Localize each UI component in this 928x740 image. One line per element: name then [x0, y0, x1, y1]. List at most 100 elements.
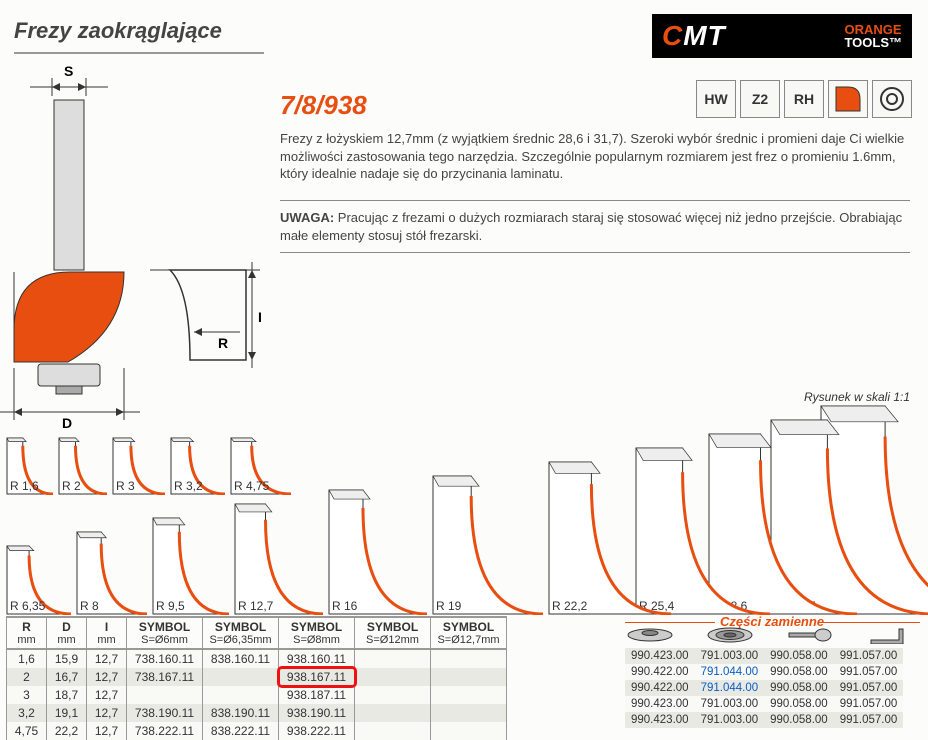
col-header: SYMBOLS=Ø12,7mm	[431, 617, 507, 649]
cell	[431, 722, 507, 740]
chip-profile-icon	[828, 80, 868, 118]
parts-cell: 991.057.00	[834, 712, 904, 728]
washer-icon	[625, 626, 675, 644]
parts-cell: 991.057.00	[834, 648, 904, 664]
title-rule	[14, 52, 264, 54]
cell: 938.222.11	[279, 722, 355, 740]
cell: 15,9	[47, 649, 87, 668]
cell	[355, 668, 431, 686]
parts-cell: 791.003.00	[695, 648, 765, 664]
profile-chip: R 19	[432, 475, 544, 615]
cell: 3,2	[7, 704, 47, 722]
profile-chip: R 3,2	[170, 437, 226, 495]
parts-cell: 990.058.00	[764, 680, 834, 696]
parts-cell: 791.003.00	[695, 712, 765, 728]
parts-cell: 990.422.00	[625, 664, 695, 680]
profile-chip: R 2	[58, 437, 108, 495]
logo-text: CMT	[652, 20, 726, 52]
col-header: SYMBOLS=Ø12mm	[355, 617, 431, 649]
cell	[355, 704, 431, 722]
parts-cell: 990.422.00	[625, 680, 695, 696]
cell	[431, 668, 507, 686]
chip-rh: RH	[784, 80, 824, 118]
description: Frezy z łożyskiem 12,7mm (z wyjątkiem śr…	[280, 130, 910, 183]
cell: 4,75	[7, 722, 47, 740]
parts-icons	[625, 626, 915, 644]
cell: 2	[7, 668, 47, 686]
parts-cell: 990.058.00	[764, 664, 834, 680]
cell	[355, 686, 431, 704]
cell: 18,7	[47, 686, 87, 704]
cell: 12,7	[87, 704, 127, 722]
spec-table: RmmDmmImmSYMBOLS=Ø6mmSYMBOLS=Ø6,35mmSYMB…	[6, 616, 507, 740]
router-bit-diagram: S I R D	[0, 60, 265, 430]
parts-rule	[625, 622, 715, 623]
cell	[203, 668, 279, 686]
col-header: Rmm	[7, 617, 47, 649]
profile-chip: R 12,7	[234, 503, 324, 615]
parts-cell: 991.057.00	[834, 664, 904, 680]
cell: 738.167.11	[127, 668, 203, 686]
col-header: SYMBOLS=Ø6,35mm	[203, 617, 279, 649]
brand-logo: CMT ORANGE TOOLS™	[652, 14, 912, 58]
cell: 19,1	[47, 704, 87, 722]
cell: 12,7	[87, 649, 127, 668]
cell: 838.222.11	[203, 722, 279, 740]
warning: UWAGA: Pracując z frezami o dużych rozmi…	[280, 200, 910, 253]
profile-chip: R 8	[76, 531, 148, 615]
parts-cell: 990.423.00	[625, 712, 695, 728]
parts-cell: 791.003.00	[695, 696, 765, 712]
page-title: Frezy zaokrąglające	[14, 18, 222, 44]
parts-cell: 991.057.00	[834, 680, 904, 696]
cell: 738.222.11	[127, 722, 203, 740]
cell: 938.160.11	[279, 649, 355, 668]
profile-chip: R 1,6	[6, 437, 54, 495]
profile-chip: R 4,75	[230, 437, 292, 495]
cell: 838.190.11	[203, 704, 279, 722]
col-header: SYMBOLS=Ø6mm	[127, 617, 203, 649]
cell: 16,7	[47, 668, 87, 686]
cell	[431, 649, 507, 668]
model-number: 7/8/938	[280, 90, 367, 121]
parts-rule	[820, 622, 920, 623]
parts-cell: 791.044.00	[695, 680, 765, 696]
profile-chip: R 6,35	[6, 545, 72, 615]
profile-chip: R 9,5	[152, 517, 230, 615]
chip-z2: Z2	[740, 80, 780, 118]
cell: 738.190.11	[127, 704, 203, 722]
parts-cell: 990.058.00	[764, 648, 834, 664]
profile-chip: R 3	[112, 437, 166, 495]
cell: 3	[7, 686, 47, 704]
cell	[355, 649, 431, 668]
spec-chips: HW Z2 RH	[696, 80, 912, 118]
profile-chip: R 16	[328, 489, 428, 615]
svg-text:I: I	[258, 309, 262, 325]
cell: 12,7	[87, 668, 127, 686]
col-header: SYMBOLS=Ø8mm	[279, 617, 355, 649]
cell: 938.167.11	[279, 668, 355, 686]
cell: 838.160.11	[203, 649, 279, 668]
cell	[355, 722, 431, 740]
parts-cell: 791.044.00	[695, 664, 765, 680]
warning-text: Pracując z frezami o dużych rozmiarach s…	[280, 210, 902, 243]
cell: 1,6	[7, 649, 47, 668]
cell	[203, 686, 279, 704]
chip-hw: HW	[696, 80, 736, 118]
warning-label: UWAGA:	[280, 210, 334, 225]
svg-text:S: S	[64, 63, 73, 79]
bearing-icon	[705, 626, 755, 644]
cell: 12,7	[87, 686, 127, 704]
profile-chip: R 22,2	[548, 461, 672, 615]
cell: 938.190.11	[279, 704, 355, 722]
parts-table: 990.423.00791.003.00990.058.00991.057.00…	[625, 648, 903, 728]
col-header: Imm	[87, 617, 127, 649]
cell	[127, 686, 203, 704]
cell	[431, 704, 507, 722]
chip-bearing-icon	[872, 80, 912, 118]
parts-cell: 990.058.00	[764, 696, 834, 712]
profiles-area: R 1,6 R 2 R 3 R 3,2 R 4,75 R 6,35 R 8 R …	[6, 395, 921, 615]
parts-cell: 990.058.00	[764, 712, 834, 728]
col-header: Dmm	[47, 617, 87, 649]
parts-cell: 990.423.00	[625, 696, 695, 712]
screw-icon	[785, 626, 835, 644]
